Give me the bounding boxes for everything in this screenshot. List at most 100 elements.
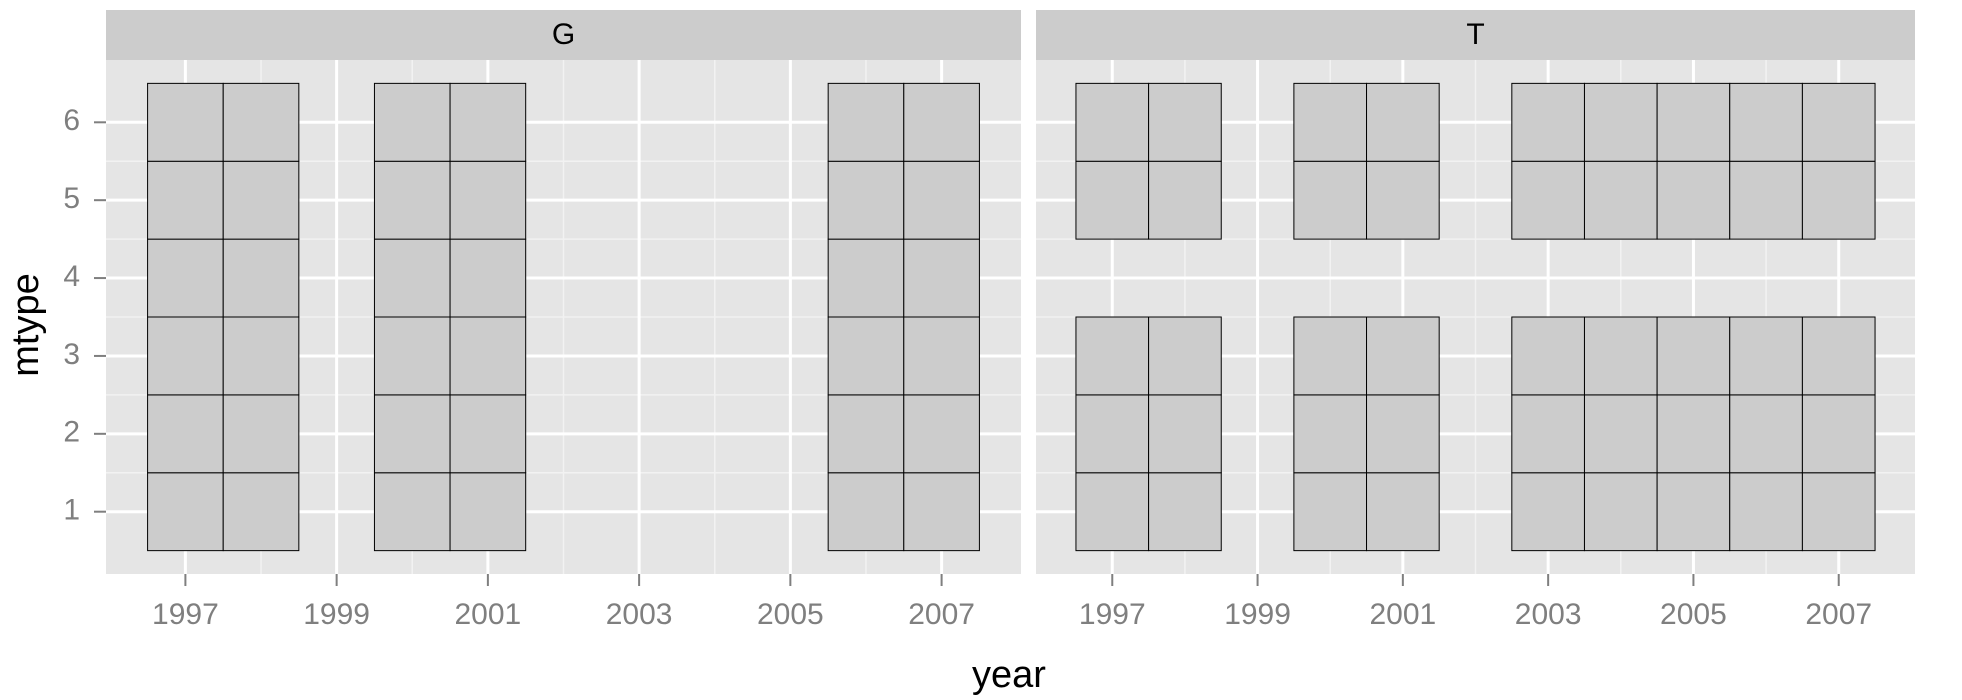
tile — [1293, 472, 1368, 552]
tile — [449, 394, 527, 474]
tile — [1801, 160, 1876, 240]
tile — [1729, 472, 1803, 552]
tile — [449, 238, 527, 318]
tile — [1511, 394, 1585, 474]
tile — [222, 160, 300, 240]
tile — [903, 472, 980, 552]
tile — [1511, 316, 1585, 396]
tile — [1293, 160, 1368, 240]
tile — [1729, 394, 1803, 474]
tile — [1583, 160, 1658, 240]
tile — [373, 472, 451, 552]
tile — [1583, 394, 1658, 474]
tile — [827, 316, 905, 396]
tile — [1583, 472, 1658, 552]
x-tick-label: 1999 — [303, 598, 370, 631]
x-tick-label: 1997 — [152, 598, 219, 631]
tile — [1075, 472, 1150, 552]
tile — [1801, 472, 1876, 552]
tile — [1148, 472, 1222, 552]
tile — [1075, 82, 1150, 162]
strip-label: T — [1466, 18, 1484, 51]
tile — [903, 238, 980, 318]
tile — [222, 472, 300, 552]
strip — [1036, 10, 1915, 60]
tile — [373, 82, 451, 162]
tile — [373, 160, 451, 240]
x-tick-label: 2003 — [606, 598, 673, 631]
y-tick-label: 1 — [63, 494, 80, 527]
tile — [1801, 394, 1876, 474]
x-axis-title: year — [972, 654, 1046, 696]
tile — [1148, 160, 1222, 240]
tile — [449, 316, 527, 396]
x-tick-label: 2005 — [1660, 598, 1727, 631]
tile — [373, 394, 451, 474]
y-tick-label: 5 — [63, 182, 80, 215]
tile — [147, 82, 224, 162]
strip-label: G — [552, 18, 575, 51]
tile — [1148, 82, 1222, 162]
x-tick-label: 2007 — [1805, 598, 1872, 631]
y-tick-label: 6 — [63, 104, 80, 137]
tile — [1293, 394, 1368, 474]
tile — [222, 238, 300, 318]
tile — [827, 472, 905, 552]
tile — [1075, 394, 1150, 474]
tile — [1656, 82, 1731, 162]
tile — [1656, 472, 1731, 552]
y-tick-label: 4 — [63, 260, 80, 293]
tile — [222, 316, 300, 396]
tile — [827, 82, 905, 162]
tile — [903, 316, 980, 396]
x-tick-label: 2005 — [757, 598, 824, 631]
tile — [1366, 472, 1440, 552]
tile — [1583, 82, 1658, 162]
x-tick-label: 2007 — [908, 598, 975, 631]
tile — [1148, 394, 1222, 474]
tile — [1801, 82, 1876, 162]
tile — [449, 472, 527, 552]
tile — [1366, 316, 1440, 396]
tile — [1729, 316, 1803, 396]
tile — [449, 160, 527, 240]
x-tick-label: 2001 — [455, 598, 522, 631]
tile — [1075, 160, 1150, 240]
tile — [373, 238, 451, 318]
tile — [1511, 160, 1585, 240]
x-tick-label: 2001 — [1369, 598, 1436, 631]
tile — [1148, 316, 1222, 396]
tile — [1511, 82, 1585, 162]
tile — [373, 316, 451, 396]
tile — [1366, 394, 1440, 474]
x-tick-label: 2003 — [1515, 598, 1582, 631]
x-tick-label: 1999 — [1224, 598, 1291, 631]
tile — [222, 394, 300, 474]
tile — [147, 394, 224, 474]
tile — [449, 82, 527, 162]
tile — [147, 160, 224, 240]
tile — [827, 394, 905, 474]
tile — [827, 238, 905, 318]
tile — [1366, 82, 1440, 162]
tile — [1801, 316, 1876, 396]
tile — [1656, 394, 1731, 474]
tile — [147, 316, 224, 396]
tile — [1583, 316, 1658, 396]
tile — [1729, 160, 1803, 240]
tile — [827, 160, 905, 240]
y-axis-title: mtype — [5, 273, 47, 376]
y-tick-label: 2 — [63, 416, 80, 449]
tile — [903, 394, 980, 474]
tile — [1075, 316, 1150, 396]
tile — [903, 160, 980, 240]
tile — [1511, 472, 1585, 552]
tile — [1656, 160, 1731, 240]
strip — [106, 10, 1021, 60]
tile — [147, 472, 224, 552]
tile — [1293, 316, 1368, 396]
y-tick-label: 3 — [63, 338, 80, 371]
tile — [903, 82, 980, 162]
x-tick-label: 1997 — [1079, 598, 1146, 631]
